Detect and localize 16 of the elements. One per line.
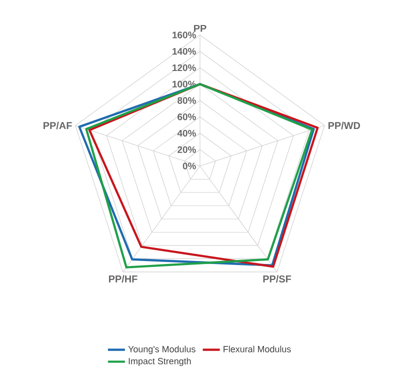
spoke-label: PP	[194, 24, 206, 32]
y-tick-label: 20%	[178, 146, 196, 153]
y-tick-label: 60%	[178, 114, 196, 120]
spoke-label: PP/HF	[109, 275, 138, 283]
legend-label: Impact Strength	[128, 358, 191, 366]
spoke-label: PP/WD	[328, 122, 360, 130]
spoke-label: PP/AF	[44, 122, 72, 130]
spoke-label: PP/SF	[263, 275, 292, 283]
y-tick-label: 120%	[172, 64, 196, 72]
y-tick-label: 80%	[178, 97, 196, 104]
y-tick-label: 40%	[177, 130, 196, 137]
y-tick-label: 140%	[172, 48, 196, 55]
legend-label: Young's Modulus	[128, 346, 196, 354]
y-tick-label: 0%	[182, 162, 196, 170]
legend-label: Flexural Modulus	[224, 346, 291, 352]
y-tick-label: 160%	[172, 32, 196, 38]
